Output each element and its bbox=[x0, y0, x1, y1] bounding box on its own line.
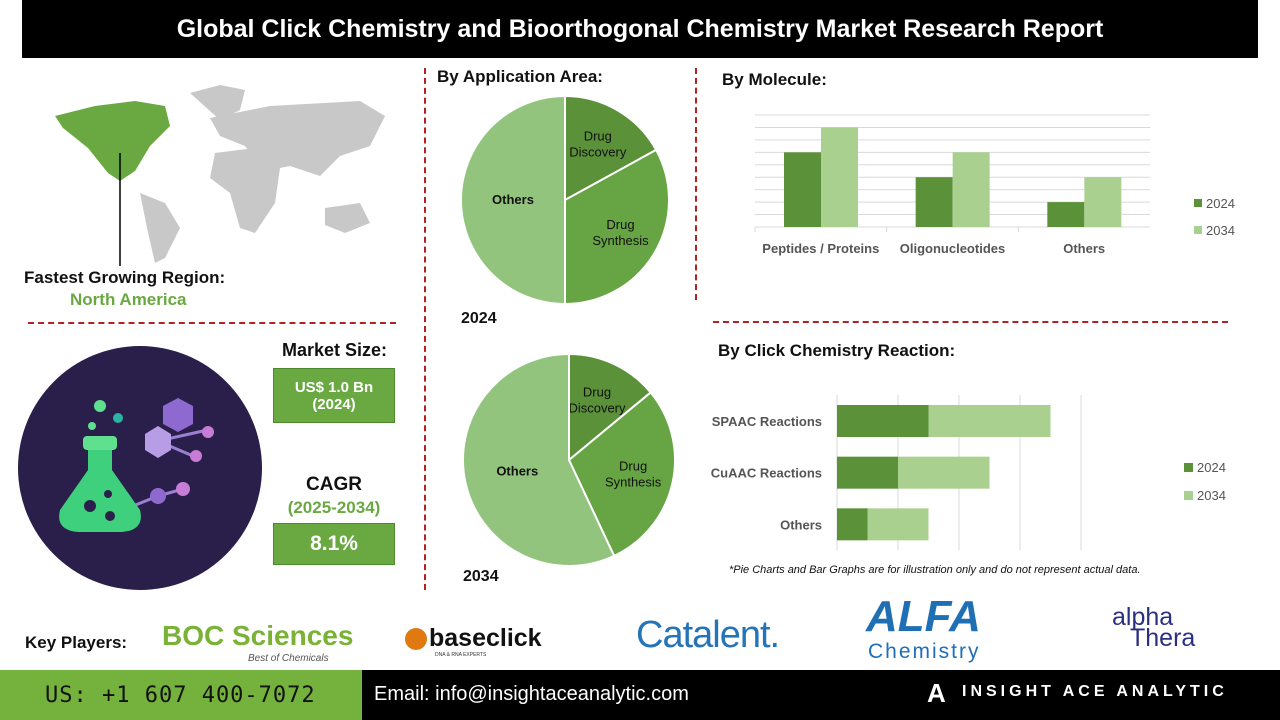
logo-alfa: ALFA bbox=[866, 592, 981, 641]
molecule-bar-chart: Peptides / Proteins Oligonucleotides Other… bbox=[754, 114, 1235, 256]
footer-bar: Email: info@insightaceanalytic.com A INS… bbox=[362, 670, 1280, 720]
legend-label: 2034 bbox=[1197, 488, 1226, 503]
legend-swatch bbox=[1184, 463, 1193, 472]
bar-2024 bbox=[1047, 202, 1085, 227]
legend-label: 2024 bbox=[1197, 460, 1226, 475]
page-title: Global Click Chemistry and Bioorthogonal… bbox=[22, 0, 1258, 58]
logo-boc-tagline: Best of Chemicals bbox=[248, 653, 329, 664]
map-south-america bbox=[140, 193, 180, 263]
region-value: North America bbox=[70, 290, 187, 309]
logo-catalent: Catalent. bbox=[636, 614, 780, 656]
divider bbox=[424, 68, 426, 590]
legend-swatch bbox=[1184, 491, 1193, 500]
molecule-chart-title: By Molecule: bbox=[722, 70, 827, 89]
pie-year-2034: 2034 bbox=[463, 568, 499, 585]
market-size-value: US$ 1.0 Bn bbox=[294, 378, 374, 396]
map-north-america bbox=[55, 101, 170, 181]
logo-thera: Thera bbox=[1130, 624, 1196, 652]
cagr-label: CAGR bbox=[306, 474, 362, 495]
x-tick-label: Oligonucleotides bbox=[900, 241, 1005, 256]
market-size-year: (2024) bbox=[312, 395, 356, 413]
legend-swatch bbox=[1194, 199, 1202, 207]
bar-2024 bbox=[837, 405, 929, 437]
pie-chart-2024: Drug Discovery Drug Synthesis Others bbox=[460, 94, 670, 306]
cagr-period: (2025-2034) bbox=[287, 498, 381, 517]
pie-label: Drug Synthesis bbox=[605, 458, 662, 489]
divider bbox=[28, 322, 396, 324]
pie-slice-drug-discovery bbox=[568, 352, 653, 463]
pie-slice-others bbox=[462, 352, 616, 567]
key-players-label: Key Players: bbox=[25, 633, 128, 652]
map-eurasia bbox=[210, 101, 385, 176]
pie-chart-2034: Drug Discovery Drug Synthesis Others bbox=[462, 352, 676, 567]
pie-label: Drug Discovery bbox=[568, 385, 626, 416]
footer-phone[interactable]: US: +1 607 400-7072 bbox=[0, 670, 362, 720]
map-greenland bbox=[190, 85, 245, 120]
reaction-chart-title: By Click Chemistry Reaction: bbox=[718, 341, 956, 360]
footer-brand: INSIGHT ACE ANALYTIC bbox=[962, 683, 1228, 700]
reaction-bar-chart: SPAAC Reactions CuAAC Reactions Others 2024… bbox=[711, 395, 1226, 550]
bar-2034 bbox=[898, 456, 990, 489]
application-chart-title: By Application Area: bbox=[437, 67, 603, 86]
bar-2034 bbox=[821, 127, 858, 227]
bar-2034 bbox=[928, 405, 1051, 437]
logo-baseclick: baseclick DNA & RNA EXPERTS bbox=[405, 622, 563, 672]
legend-swatch bbox=[1194, 226, 1202, 234]
world-map bbox=[55, 85, 385, 266]
map-australia bbox=[325, 203, 370, 233]
market-size-box: US$ 1.0 Bn (2024) bbox=[273, 368, 395, 423]
bar-2034 bbox=[867, 508, 929, 541]
divider bbox=[695, 68, 697, 300]
footer-email[interactable]: Email: info@insightaceanalytic.com bbox=[374, 683, 689, 705]
cagr-value: 8.1% bbox=[273, 523, 395, 565]
bar-2034 bbox=[952, 152, 990, 227]
pie-slice-drug-synthesis bbox=[564, 148, 670, 306]
logo-alpha: alpha bbox=[1112, 603, 1174, 631]
pie-slice-drug-discovery bbox=[564, 94, 658, 202]
pie-label: Others bbox=[496, 464, 538, 479]
pie-label: Others bbox=[492, 192, 534, 207]
logo-boc-sciences: BOC Sciences bbox=[162, 620, 354, 651]
y-tick-label: CuAAC Reactions bbox=[711, 466, 822, 481]
legend-label: 2034 bbox=[1206, 223, 1235, 238]
bar-2034 bbox=[1084, 177, 1122, 227]
brand-logo-icon: A bbox=[927, 678, 946, 708]
pie-label: Drug Discovery bbox=[569, 128, 627, 159]
divider bbox=[713, 321, 1228, 323]
logo-alfa-chemistry: Chemistry bbox=[868, 640, 981, 663]
legend-label: 2024 bbox=[1206, 196, 1235, 211]
region-label: Fastest Growing Region: bbox=[24, 268, 226, 287]
bar-2024 bbox=[784, 152, 821, 227]
y-tick-label: Others bbox=[780, 517, 822, 532]
x-tick-label: Peptides / Proteins bbox=[762, 241, 879, 256]
map-africa bbox=[210, 148, 280, 233]
market-size-label: Market Size: bbox=[282, 340, 388, 360]
bar-2024 bbox=[837, 456, 898, 489]
illustration-note: *Pie Charts and Bar Graphs are for illus… bbox=[729, 564, 1141, 576]
bar-2024 bbox=[915, 177, 953, 227]
pie-label: Drug Synthesis bbox=[592, 217, 649, 248]
bar-2024 bbox=[837, 508, 868, 541]
chemistry-flask-icon bbox=[18, 346, 262, 590]
pie-slice-others bbox=[460, 94, 566, 306]
y-tick-label: SPAAC Reactions bbox=[712, 414, 822, 429]
pie-year-2024: 2024 bbox=[461, 310, 497, 327]
x-tick-label: Others bbox=[1063, 241, 1105, 256]
baseclick-icon bbox=[405, 628, 427, 650]
